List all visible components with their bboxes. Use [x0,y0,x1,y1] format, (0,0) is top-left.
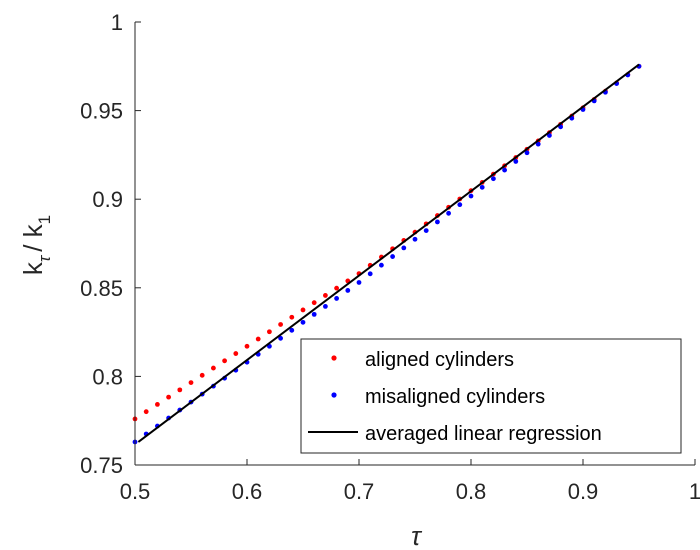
data-point [188,380,194,386]
data-point [244,343,250,349]
data-point [334,285,339,291]
data-point [323,293,328,298]
y-tick-label: 0.85 [80,276,123,301]
legend-marker-misaligned [331,392,337,398]
data-point [323,304,328,309]
x-tick-label: 0.6 [232,479,263,504]
y-axis-title: kτ / k1 [18,215,54,275]
legend: aligned cylinders misaligned cylinders a… [300,338,682,454]
data-point [468,193,474,199]
y-axis-title-sub-tau: τ [35,254,54,262]
data-point [300,307,306,313]
series-3 [137,63,640,443]
data-point [491,176,496,182]
y-tick-label: 0.8 [92,364,123,389]
data-point [211,365,216,371]
data-point [177,387,183,393]
y-tick-label: 0.95 [80,99,123,124]
x-tick-label: 0.5 [120,479,151,504]
data-point [267,329,272,335]
data-point [311,300,317,306]
data-point [457,202,463,208]
x-axis-title: τ [411,521,423,550]
data-point [524,150,530,156]
data-point [166,394,172,400]
data-point [155,401,160,407]
data-point [446,210,451,216]
y-axis-title-slash: / k [18,223,48,251]
data-point [390,254,395,259]
data-point [479,184,485,190]
data-point [513,159,519,164]
data-point [255,336,261,342]
data-point [199,372,205,378]
data-point [345,288,351,293]
data-point [289,314,295,320]
y-tick-label: 1 [111,10,123,35]
legend-label-regression: averaged linear regression [365,423,602,445]
data-point [535,141,541,147]
series-layer [132,63,642,445]
data-point [412,236,418,242]
data-point [300,319,306,325]
legend-marker-aligned [331,355,337,361]
data-point [401,245,407,251]
data-point [334,296,339,301]
data-point [356,280,362,285]
x-tick-label: 0.9 [568,479,599,504]
legend-label-aligned: aligned cylinders [365,349,514,371]
y-axis-title-sub-one: 1 [35,215,54,224]
x-tick-label: 0.7 [344,479,375,504]
y-tick-label: 0.9 [92,187,123,212]
axes-layer: 0.5 0.6 0.7 0.8 0.9 1 0.75 0.8 0.85 0.9 0.95 1 [80,10,700,504]
data-point [547,133,552,138]
y-axis-title-k: k [18,261,48,275]
data-point [435,219,440,225]
x-tick-label: 1 [689,479,700,504]
data-point [311,311,317,317]
legend-label-misaligned: misaligned cylinders [365,386,545,408]
data-point [222,358,228,364]
data-point [423,228,429,233]
data-point [143,409,149,415]
y-tick-label: 0.75 [80,453,123,478]
regression-line [137,63,640,443]
legend-box [300,338,682,454]
data-point [233,351,239,356]
data-point [367,271,373,277]
data-point [289,327,295,333]
x-tick-label: 0.8 [456,479,487,504]
data-point [379,262,384,268]
data-point [278,322,283,327]
data-point [502,167,507,173]
data-point [278,335,283,341]
